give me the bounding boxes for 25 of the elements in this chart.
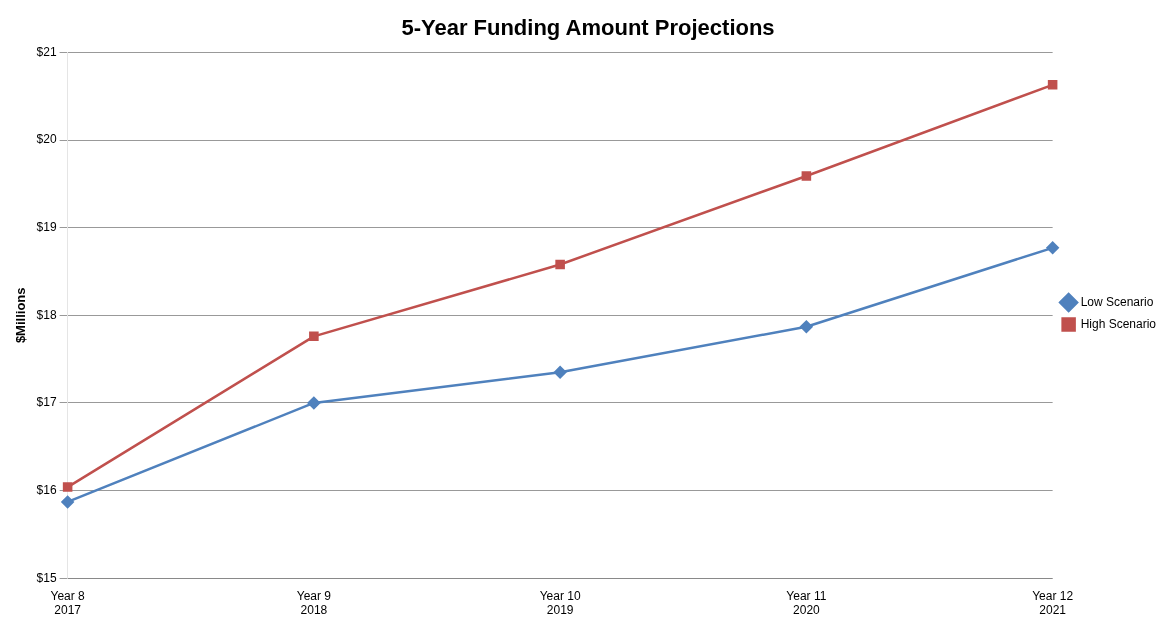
y-tick-label: $20 xyxy=(36,132,57,147)
chart-title: 5-Year Funding Amount Projections xyxy=(401,15,775,41)
legend-label: High Scenario xyxy=(1080,316,1157,331)
x-tick-label: Year 12 2021 xyxy=(1032,588,1074,618)
x-tick-label: Year 8 2017 xyxy=(50,588,86,618)
point xyxy=(553,366,567,379)
point xyxy=(555,259,565,270)
y-tick-label: $21 xyxy=(36,44,57,59)
y-tick-label: $19 xyxy=(36,219,57,234)
y-tick-label: $15 xyxy=(36,570,57,585)
legend-label: Low Scenario xyxy=(1080,294,1154,309)
y-tick-label: $17 xyxy=(36,395,57,410)
point xyxy=(800,320,813,333)
point xyxy=(61,495,74,509)
x-tick-label: Year 11 2020 xyxy=(786,588,827,618)
point xyxy=(307,396,321,410)
x-tick-label: Year 9 2018 xyxy=(296,588,332,618)
point xyxy=(1046,241,1059,255)
point xyxy=(1047,80,1058,90)
point xyxy=(801,171,812,181)
y-tick-label: $16 xyxy=(36,482,57,497)
y-axis-title: $Millions xyxy=(13,287,29,344)
y-tick-label: $18 xyxy=(36,307,57,322)
x-tick-label: Year 10 2019 xyxy=(539,588,581,618)
point xyxy=(309,331,319,342)
